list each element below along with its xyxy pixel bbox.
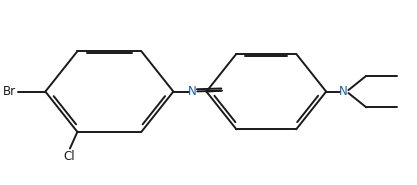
Text: Cl: Cl [63,150,75,163]
Text: N: N [188,85,196,98]
Text: Br: Br [3,85,16,98]
Text: N: N [339,85,348,98]
